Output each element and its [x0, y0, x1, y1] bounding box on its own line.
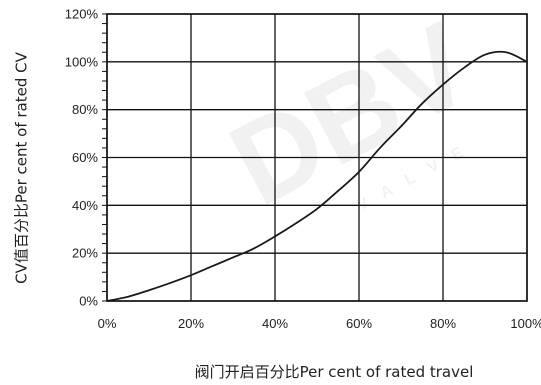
y-tick-labels: 0% 20% 40% 60% 80% 100% 120%: [65, 7, 99, 309]
y-axis-title: CV值百分比Per cent of rated CV: [13, 51, 31, 283]
series-line-group: [106, 50, 528, 302]
x-axis-title: 阀门开启百分比Per cent of rated travel: [195, 363, 474, 381]
plot-border: [106, 13, 528, 302]
y-tick-label: 60%: [72, 150, 98, 165]
x-tick-label: 60%: [346, 316, 372, 331]
plot-frame: [106, 13, 528, 302]
x-tick-label: 40%: [262, 316, 288, 331]
y-tick-label: 40%: [72, 198, 98, 213]
y-tick-label: 20%: [72, 246, 98, 261]
x-tick-label: 80%: [430, 316, 456, 331]
y-tick-label: 0%: [79, 294, 98, 309]
x-tick-label: 0%: [98, 316, 117, 331]
y-tick-label: 100%: [65, 54, 99, 69]
x-tick-label: 100%: [510, 316, 541, 331]
y-tick-label: 80%: [72, 102, 98, 117]
grid-lines: [102, 13, 528, 302]
series-line: [106, 50, 528, 302]
y-tick-label: 120%: [65, 7, 99, 22]
x-tick-label: 20%: [178, 316, 204, 331]
watermark-logo-text: DBV: [210, 0, 492, 231]
x-tick-labels: 0% 20% 40% 60% 80% 100%: [98, 316, 541, 331]
